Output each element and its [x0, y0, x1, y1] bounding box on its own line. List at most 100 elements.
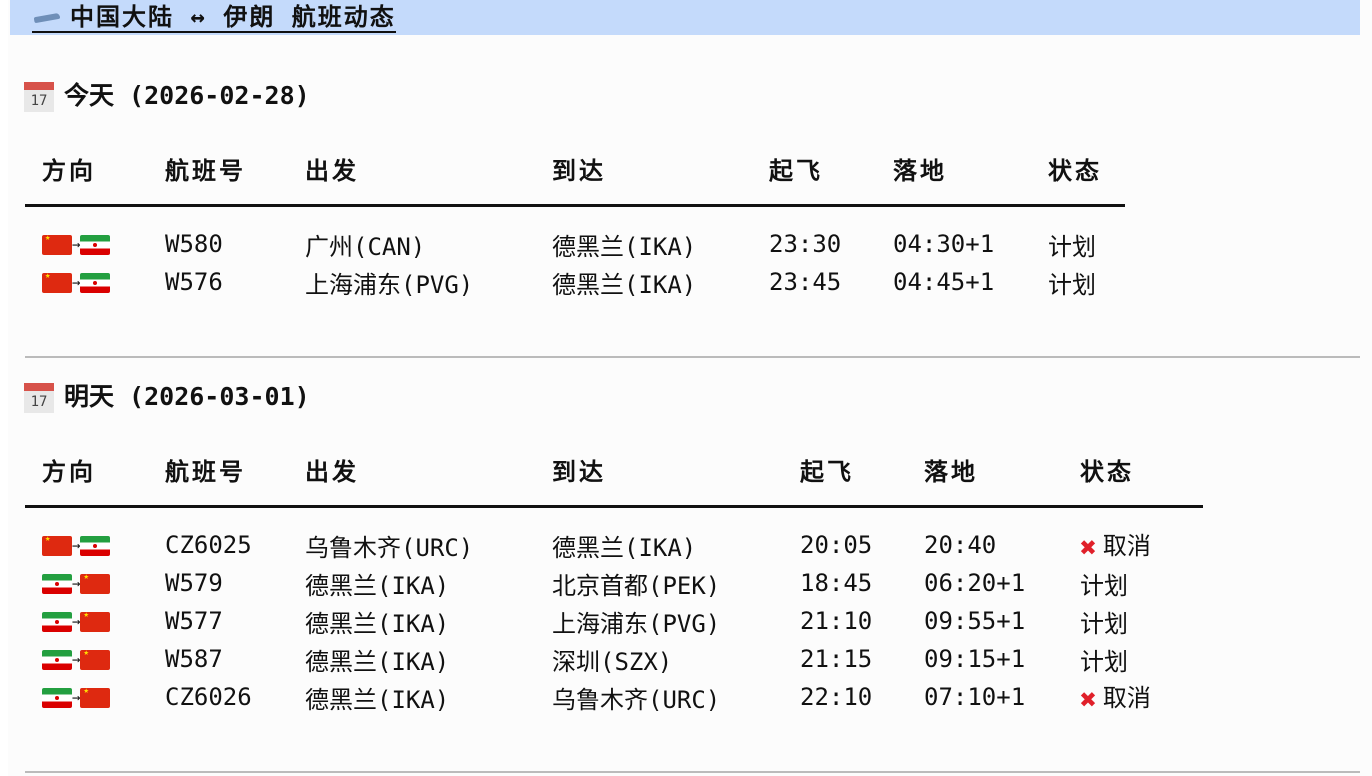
iran-flag-icon: [42, 612, 72, 632]
direction-cell: →: [25, 602, 148, 640]
direction-cell: →: [25, 564, 148, 602]
takeoff-cell: 23:45: [769, 268, 842, 296]
iran-flag-icon: [42, 574, 72, 594]
iran-flag-icon: [42, 650, 72, 670]
cancel-icon: ✖: [1080, 530, 1097, 564]
column-header: 落地: [876, 132, 1031, 207]
direction-cell: →: [25, 263, 148, 301]
arr-cell: 上海浦东(PVG): [552, 609, 721, 638]
page: [8, 0, 1372, 776]
takeoff-cell: 18:45: [800, 569, 873, 597]
column-header: 方向: [25, 132, 148, 207]
land-cell: 09:15+1: [924, 645, 1026, 673]
arrow-icon: →: [72, 237, 81, 253]
status-cell: 计划: [1063, 640, 1203, 678]
status-cell: ✖ 取消: [1063, 507, 1203, 565]
arr-cell: 德黑兰(IKA): [552, 270, 697, 299]
heading-text: 今天 (2026-02-28): [64, 81, 310, 110]
direction-cell: →: [25, 640, 148, 678]
arrow-icon: →: [72, 690, 81, 706]
arr-cell: 德黑兰(IKA): [552, 533, 697, 562]
flight-cell: W576: [165, 268, 223, 296]
divider: [25, 356, 1360, 358]
takeoff-cell: 21:10: [800, 607, 873, 635]
status-cell: 计划: [1031, 206, 1125, 264]
status-text: 取消: [1102, 684, 1151, 713]
arrow-icon: →: [72, 576, 81, 592]
status-cell: ✖ 取消: [1063, 678, 1203, 716]
dep-cell: 乌鲁木齐(URC): [305, 533, 474, 562]
status-cell: 计划: [1063, 602, 1203, 640]
column-header: 到达: [535, 433, 783, 508]
land-cell: 07:10+1: [924, 683, 1026, 711]
status-text: 取消: [1102, 532, 1151, 561]
table-row: → W580 广州(CAN) 德黑兰(IKA) 23:30 04:30+1 计划: [25, 206, 1125, 264]
column-header: 方向: [25, 433, 148, 508]
calendar-icon: 17: [24, 383, 54, 413]
flight-cell: W577: [165, 607, 223, 635]
china-flag-icon: [42, 271, 72, 293]
takeoff-cell: 21:15: [800, 645, 873, 673]
china-flag-icon: [42, 534, 72, 556]
status-text: 计划: [1080, 609, 1128, 638]
dep-cell: 德黑兰(IKA): [305, 571, 450, 600]
heading-text: 明天 (2026-03-01): [64, 382, 310, 411]
status-text: 计划: [1080, 571, 1128, 600]
land-cell: 04:45+1: [893, 268, 995, 296]
dep-cell: 德黑兰(IKA): [305, 685, 450, 714]
china-flag-icon: [80, 572, 111, 594]
arr-cell: 德黑兰(IKA): [552, 232, 697, 261]
takeoff-cell: 22:10: [800, 683, 873, 711]
iran-flag-icon: [42, 688, 72, 708]
china-flag-icon: [80, 610, 111, 632]
title-text: 中国大陆 ↔ 伊朗 航班动态: [70, 3, 396, 31]
table-row: → W576 上海浦东(PVG) 德黑兰(IKA) 23:45 04:45+1 计划: [25, 263, 1125, 301]
arrow-icon: →: [72, 614, 81, 630]
table-row: → CZ6025 乌鲁木齐(URC) 德黑兰(IKA) 20:05 20:40 ✖取消: [25, 507, 1203, 565]
flight-cell: CZ6025: [165, 531, 252, 559]
land-cell: 06:20+1: [924, 569, 1026, 597]
takeoff-cell: 20:05: [800, 531, 873, 559]
table-row: → W577 德黑兰(IKA) 上海浦东(PVG) 21:10 09:55+1 计划: [25, 602, 1203, 640]
iran-flag-icon: [80, 536, 111, 556]
column-header: 状态: [1063, 433, 1203, 508]
china-flag-icon: [42, 233, 72, 255]
direction-cell: →: [25, 678, 148, 716]
status-text: 计划: [1048, 232, 1096, 261]
flight-cell: CZ6026: [165, 683, 252, 711]
status-text: 计划: [1080, 647, 1128, 676]
column-header: 航班号: [148, 433, 288, 508]
arrow-icon: →: [72, 275, 81, 291]
iran-flag-icon: [80, 235, 111, 255]
arrow-icon: →: [72, 652, 81, 668]
dep-cell: 德黑兰(IKA): [305, 647, 450, 676]
status-text: 计划: [1048, 270, 1096, 299]
arr-cell: 乌鲁木齐(URC): [552, 685, 721, 714]
status-cell: 计划: [1031, 263, 1125, 301]
arr-cell: 深圳(SZX): [552, 647, 673, 676]
dep-cell: 广州(CAN): [305, 232, 426, 261]
table-row: → W587 德黑兰(IKA) 深圳(SZX) 21:15 09:15+1 计划: [25, 640, 1203, 678]
airplane-icon: [32, 11, 62, 25]
land-cell: 09:55+1: [924, 607, 1026, 635]
column-header: 航班号: [148, 132, 288, 207]
divider: [25, 771, 1360, 773]
calendar-icon: 17: [24, 82, 54, 112]
section-heading-tomorrow: 17 明天 (2026-03-01): [24, 377, 310, 413]
cancel-icon: ✖: [1080, 682, 1097, 716]
china-flag-icon: [80, 648, 111, 670]
column-header: 起飞: [783, 433, 907, 508]
status-cell: 计划: [1063, 564, 1203, 602]
land-cell: 04:30+1: [893, 230, 995, 258]
land-cell: 20:40: [924, 531, 997, 559]
section-heading-today: 17 今天 (2026-02-28): [24, 76, 310, 112]
column-header: 到达: [535, 132, 752, 207]
table-row: → W579 德黑兰(IKA) 北京首都(PEK) 18:45 06:20+1 计划: [25, 564, 1203, 602]
page-title[interactable]: 中国大陆 ↔ 伊朗 航班动态: [32, 3, 396, 33]
china-flag-icon: [80, 686, 111, 708]
dep-cell: 德黑兰(IKA): [305, 609, 450, 638]
takeoff-cell: 23:30: [769, 230, 842, 258]
flight-cell: W587: [165, 645, 223, 673]
